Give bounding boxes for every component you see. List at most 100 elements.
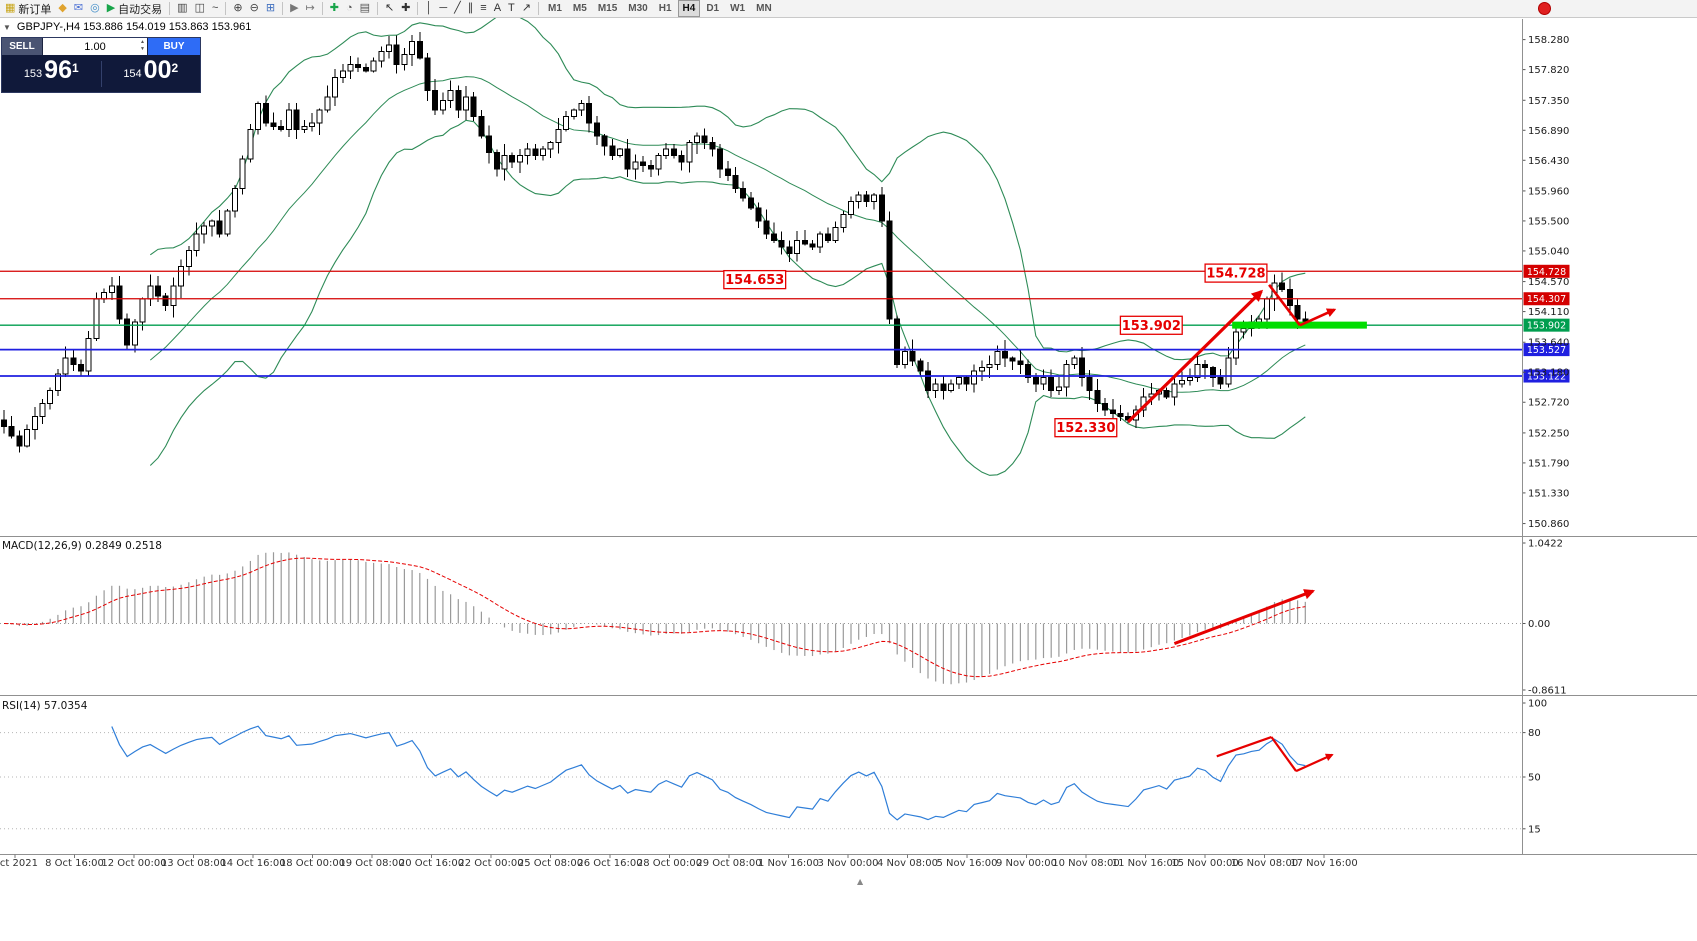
trend-arrow[interactable] — [1173, 589, 1316, 645]
record-status-icon — [1538, 2, 1551, 15]
toolbar: ▦ 新订单 ◆ ✉ ◎ ▶ 自动交易 ▥ ◫ ~ ⊕ ⊖ ⊞ ▶ ↦ ✚ ◔ ▤ ↖ ✚ │ ─ ╱ ∥ ≡ A T ↗ M1 M5 M15… — [0, 0, 1697, 18]
auto-scroll-icon-button[interactable]: ▶ — [287, 1, 301, 17]
macd-signal-line — [3, 557, 1306, 678]
rsi-line — [111, 725, 1306, 821]
label-icon-button[interactable]: T — [505, 1, 518, 17]
scroll-hint-icon[interactable]: ▲ — [857, 877, 864, 886]
collapse-chart-icon[interactable]: ▼ — [3, 22, 11, 32]
crosshair-icon-button[interactable]: ✚ — [398, 1, 413, 17]
charts-icon-button[interactable]: ◆ — [55, 1, 69, 17]
market-watch-icon-button[interactable]: ✉ — [71, 1, 86, 17]
svg-text:155.500: 155.500 — [1528, 216, 1569, 227]
trend-arrow[interactable] — [1270, 736, 1297, 772]
tile-windows-icon-button[interactable]: ⊞ — [263, 1, 278, 17]
price-callout[interactable]: 152.330 — [1054, 418, 1118, 438]
templates-icon-icon: ▤ — [359, 2, 371, 14]
line-chart-icon-button[interactable]: ~ — [209, 1, 221, 17]
add-indicator-icon-button[interactable]: ✚ — [327, 1, 342, 17]
timeframe-w1-button[interactable]: W1 — [730, 3, 746, 14]
trade-widget-controls: SELL 1.00 ▲ ▼ BUY — [2, 38, 200, 55]
navigator-icon-icon: ◎ — [90, 2, 100, 14]
svg-text:8 Oct 16:00: 8 Oct 16:00 — [45, 858, 104, 869]
timeframe-d1-button[interactable]: D1 — [706, 3, 720, 14]
trade-widget-prices: 153 96 1 154 00 2 — [2, 55, 200, 92]
svg-text:153.902: 153.902 — [1122, 319, 1181, 334]
timeframe-m5-button[interactable]: M5 — [572, 3, 587, 14]
trendline-icon-button[interactable]: ╱ — [451, 1, 464, 17]
macd-histogram — [11, 552, 1306, 685]
text-icon-button[interactable]: A — [491, 1, 504, 17]
new-order-icon: ▦ — [5, 2, 16, 14]
svg-text:154.110: 154.110 — [1528, 307, 1569, 318]
svg-text:151.790: 151.790 — [1528, 458, 1569, 469]
trend-arrow[interactable] — [1295, 753, 1334, 773]
toolbar-separator — [417, 2, 419, 15]
svg-text:156.890: 156.890 — [1528, 126, 1569, 137]
candles — [1, 32, 1309, 453]
volume-stepper[interactable]: ▲ ▼ — [140, 39, 145, 54]
trend-arrow[interactable] — [1127, 289, 1264, 423]
channel-icon-button[interactable]: ∥ — [465, 1, 477, 17]
price-callout[interactable]: 154.653 — [723, 269, 787, 290]
autotrading-button-label: 自动交易 — [118, 3, 163, 16]
zoom-out-icon-button[interactable]: ⊖ — [247, 1, 262, 17]
svg-text:158.280: 158.280 — [1528, 35, 1569, 46]
price-axis-tags: 154.728 154.307 153.902 153.527 153.122 — [1523, 264, 1570, 383]
timeframe-mn-button[interactable]: MN — [756, 3, 772, 14]
bar-chart-icon-icon: ▥ — [177, 2, 188, 14]
bar-chart-icon-button[interactable]: ▥ — [174, 1, 190, 17]
timeframe-m15-button[interactable]: M15 — [597, 3, 618, 14]
autotrading-button[interactable]: ▶ 自动交易 — [104, 1, 165, 17]
svg-text:153.122: 153.122 — [1527, 372, 1566, 383]
new-order-button[interactable]: ▦ 新订单 — [2, 1, 54, 17]
templates-icon-button[interactable]: ▤ — [357, 1, 373, 17]
sell-price-sup: 1 — [71, 61, 79, 76]
buy-price-panel[interactable]: 154 00 2 — [102, 56, 201, 86]
svg-text:153.640: 153.640 — [1528, 338, 1569, 349]
toolbar-separator — [282, 2, 284, 15]
cursor-icon-button[interactable]: ↖ — [382, 1, 397, 17]
chart-shift-icon-icon: ↦ — [305, 2, 315, 14]
timeframe-h1-button[interactable]: H1 — [658, 3, 672, 14]
zoom-out-icon-icon: ⊖ — [249, 2, 259, 14]
trend-arrow[interactable] — [1268, 284, 1301, 327]
arrow-tools-icon-button[interactable]: ↗ — [519, 1, 534, 17]
volume-up-icon[interactable]: ▲ — [140, 39, 145, 45]
svg-text:157.820: 157.820 — [1528, 65, 1569, 76]
trend-arrow[interactable] — [1216, 736, 1272, 758]
zoom-in-icon-button[interactable]: ⊕ — [230, 1, 245, 17]
price-axis-labels: 158.280 157.820 157.350 156.890 156.430 155.9… — [1522, 35, 1569, 835]
chart-shift-icon-button[interactable]: ↦ — [303, 1, 318, 17]
candlestick-chart-icon-button[interactable]: ◫ — [192, 1, 208, 17]
navigator-icon-button[interactable]: ◎ — [87, 1, 103, 17]
svg-text:153.180: 153.180 — [1528, 368, 1569, 379]
svg-text:18 Oct 00:00: 18 Oct 00:00 — [280, 858, 345, 869]
timeframe-m1-button[interactable]: M1 — [548, 3, 562, 14]
line-chart-icon-icon: ~ — [211, 2, 219, 14]
volume-input[interactable]: 1.00 ▲ ▼ — [42, 38, 148, 55]
sell-button[interactable]: SELL — [2, 38, 42, 55]
svg-text:4 Nov 08:00: 4 Nov 08:00 — [877, 858, 938, 869]
volume-down-icon[interactable]: ▼ — [140, 46, 145, 53]
svg-text:15: 15 — [1528, 824, 1541, 835]
candlestick-chart-icon-icon: ◫ — [194, 2, 205, 14]
price-callout[interactable]: 154.728 — [1204, 263, 1268, 283]
svg-text:15 Nov 00:00: 15 Nov 00:00 — [1171, 858, 1238, 869]
trend-arrow[interactable] — [1299, 308, 1337, 327]
toolbar-separator — [169, 2, 171, 15]
clock-icon-button[interactable]: ◔ — [343, 1, 356, 17]
zoom-in-icon-icon: ⊕ — [233, 2, 243, 14]
sell-price-panel[interactable]: 153 96 1 — [2, 58, 101, 86]
text-icon-icon: A — [493, 2, 502, 14]
horizontal-line-icon-button[interactable]: ─ — [436, 1, 450, 17]
timeframe-h4-button[interactable]: H4 — [677, 0, 701, 17]
price-callout[interactable]: 153.902 — [1119, 315, 1183, 335]
vertical-line-icon-button[interactable]: │ — [422, 1, 435, 17]
fibonacci-icon-icon: ≡ — [480, 2, 487, 14]
fibonacci-icon-button[interactable]: ≡ — [477, 1, 489, 17]
buy-price-big: 00 — [143, 56, 172, 85]
svg-text:0.00: 0.00 — [1528, 619, 1550, 630]
timeframe-m30-button[interactable]: M30 — [628, 3, 648, 14]
buy-button[interactable]: BUY — [148, 38, 200, 55]
